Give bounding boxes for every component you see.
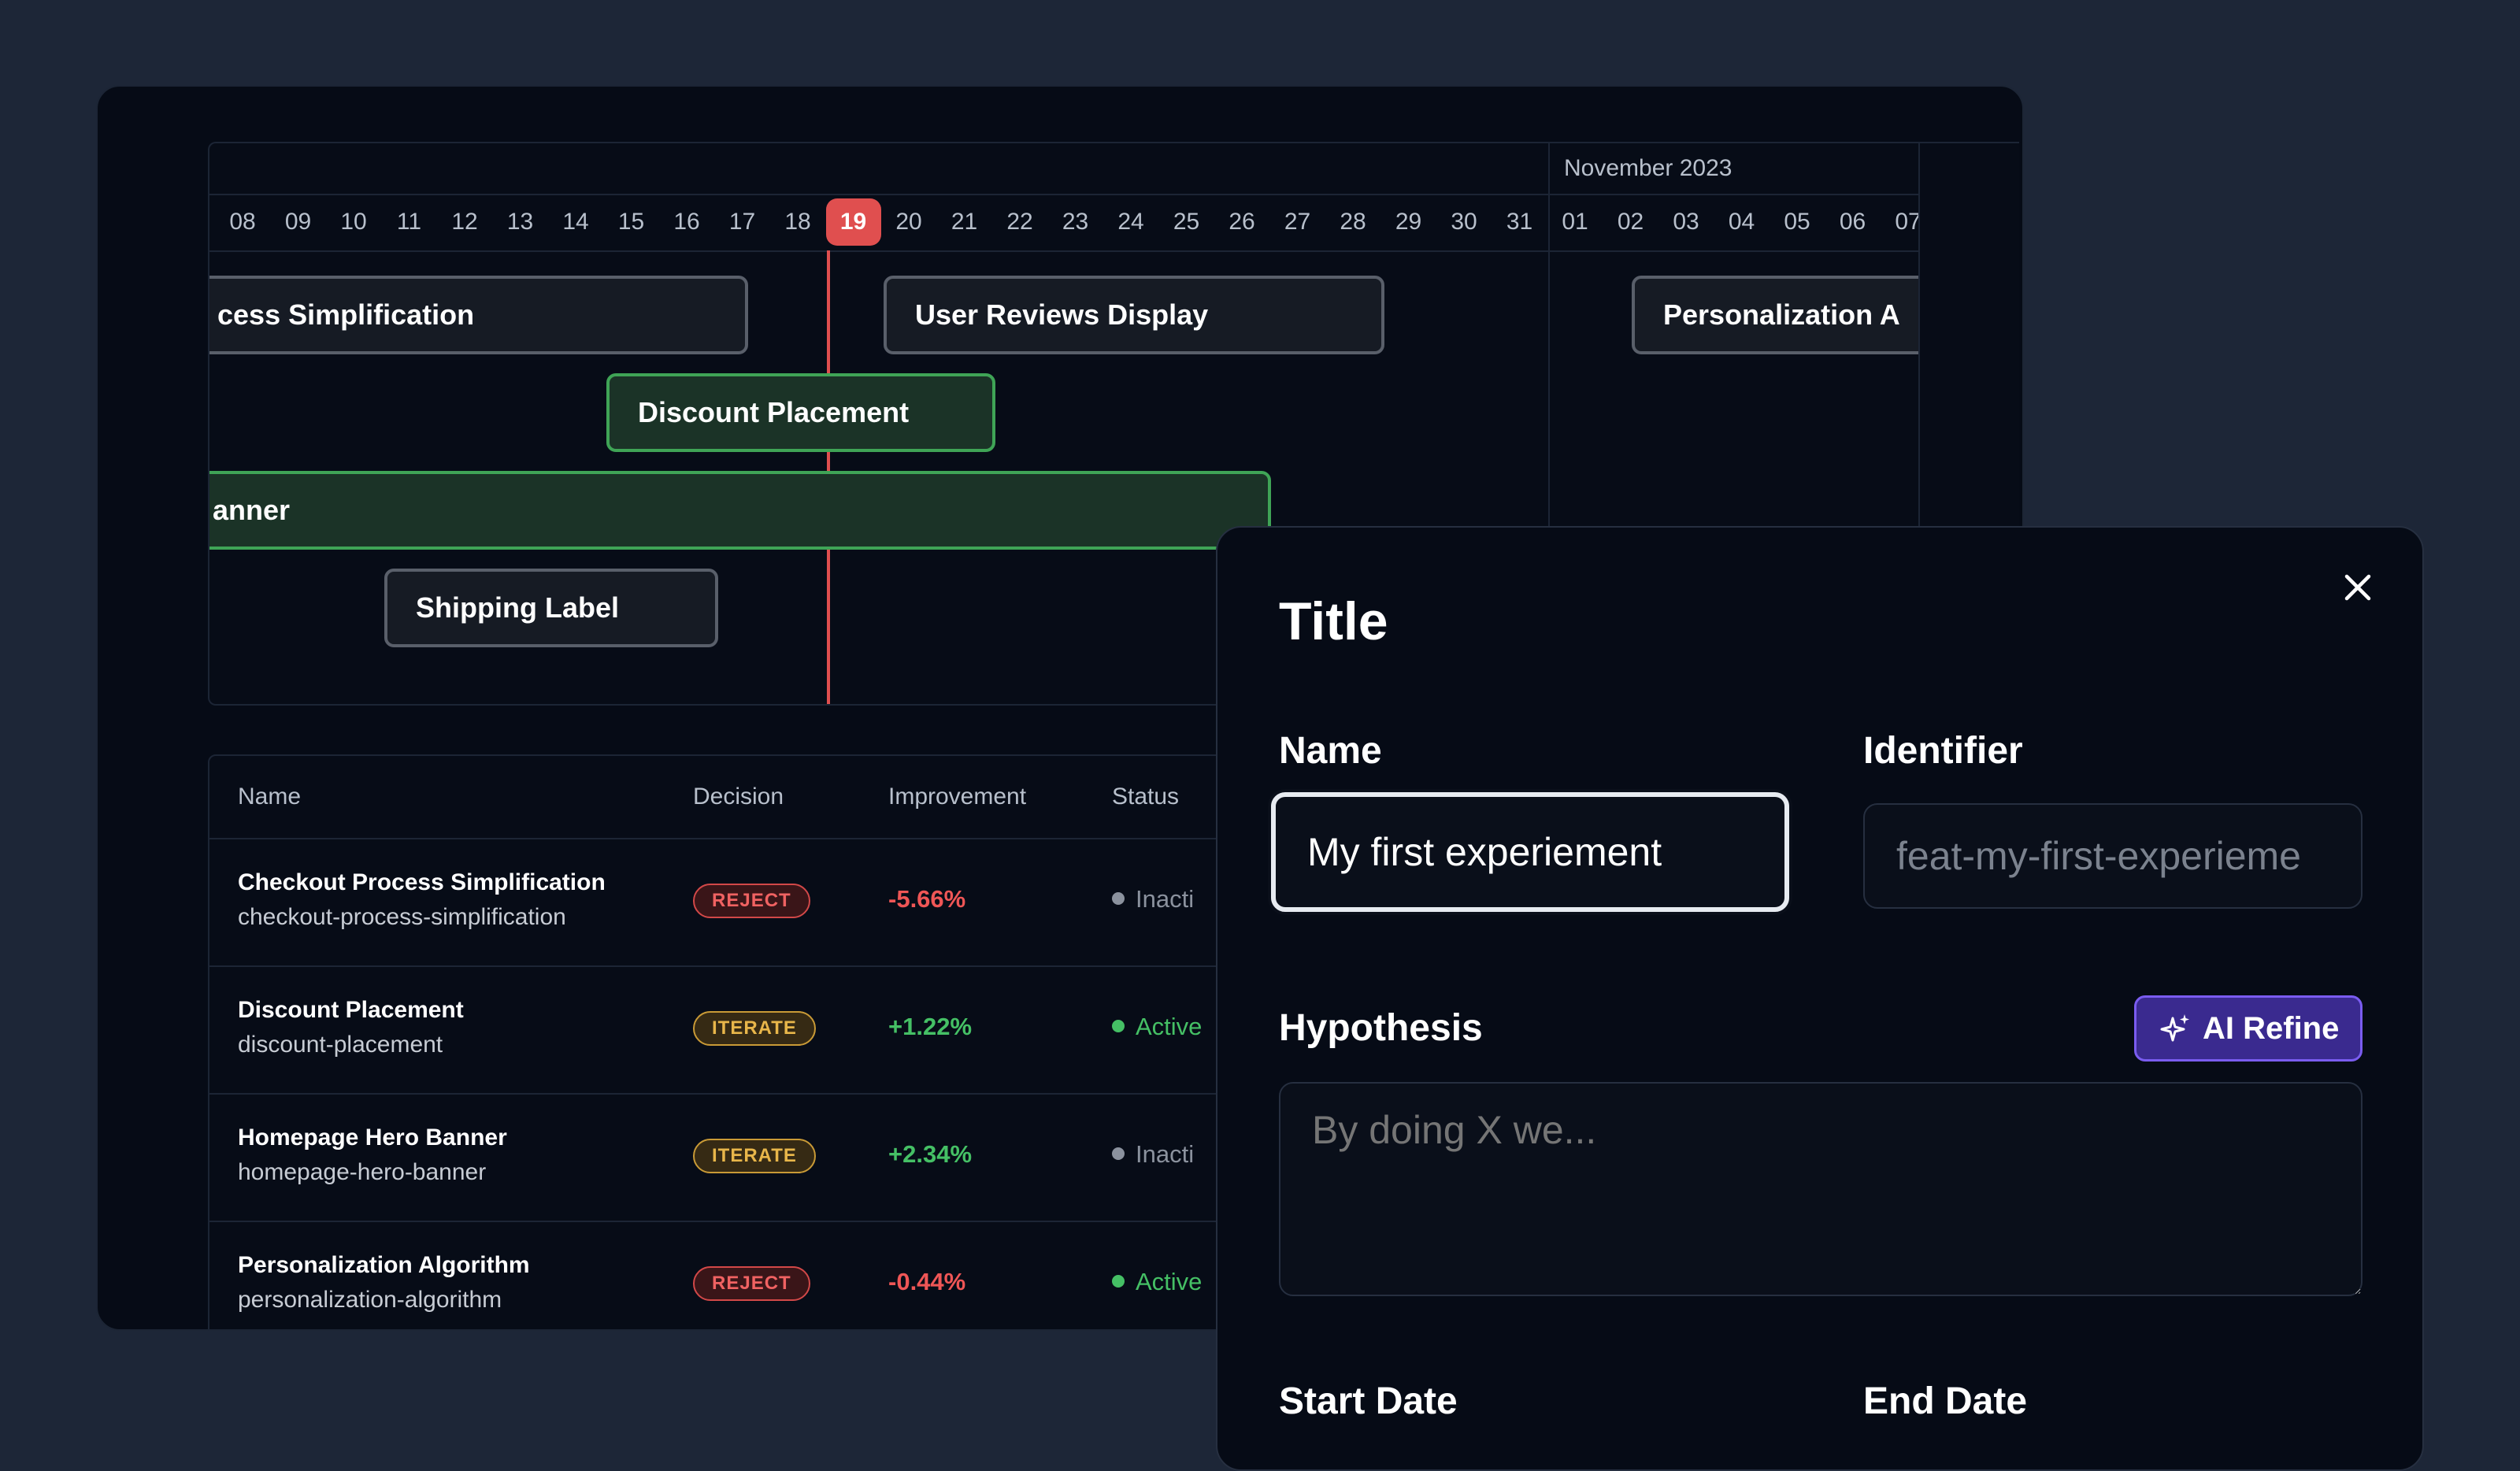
ai-refine-button[interactable]: AI Refine <box>2134 995 2362 1062</box>
decision-badge: ITERATE <box>693 1011 816 1046</box>
day-label: 10 <box>340 209 367 235</box>
day-label: 22 <box>1006 209 1033 235</box>
day-label: 18 <box>784 209 811 235</box>
experiment-name: Personalization Algorithm <box>238 1252 530 1278</box>
table-row[interactable]: Homepage Hero Banner homepage-hero-banne… <box>209 1095 1391 1222</box>
day-label: 07 <box>1895 209 1920 235</box>
day-label: 31 <box>1506 209 1533 235</box>
day-label: 15 <box>617 209 645 235</box>
day-label: 09 <box>284 209 312 235</box>
identifier-label: Identifier <box>1863 730 2023 772</box>
timeline-bar-discount-placement[interactable]: Discount Placement <box>606 373 995 452</box>
day-label: 16 <box>673 209 700 235</box>
timeline-viewport: November 2023 08 09 10 11 12 13 14 15 16 17 18 19 20… <box>209 143 1920 704</box>
experiment-name: Discount Placement <box>238 997 464 1023</box>
day-label: 26 <box>1228 209 1255 235</box>
status-indicator: Inacti <box>1112 885 1194 913</box>
status-dot-icon <box>1112 891 1125 905</box>
sparkles-icon <box>2160 1014 2189 1042</box>
day-label: 03 <box>1673 209 1699 235</box>
day-label: 21 <box>951 209 978 235</box>
status-text: Inacti <box>1136 885 1195 913</box>
start-date-label: Start Date <box>1279 1380 1458 1422</box>
day-label: 25 <box>1173 209 1200 235</box>
timeline-bar-homepage-hero-banner[interactable]: anner <box>209 471 1271 550</box>
timeline-bar-user-reviews-display[interactable]: User Reviews Display <box>884 276 1384 354</box>
experiments-panel: November 2023 08 09 10 11 12 13 14 15 16 17 18 19 20… <box>96 85 2024 1331</box>
identifier-input[interactable] <box>1863 803 2362 909</box>
day-label: 27 <box>1284 209 1311 235</box>
end-date-label: End Date <box>1863 1380 2028 1422</box>
name-input[interactable] <box>1271 792 1789 912</box>
improvement-value: -0.44% <box>888 1268 966 1295</box>
improvement-value: +1.22% <box>888 1013 973 1040</box>
table-row[interactable]: Discount Placement discount-placement IT… <box>209 967 1391 1095</box>
decision-badge: REJECT <box>693 884 810 918</box>
days-header: 08 09 10 11 12 13 14 15 16 17 18 19 20 21 22 23 24 25 26 27… <box>209 194 1920 252</box>
day-label: 17 <box>728 209 756 235</box>
close-icon[interactable] <box>2339 569 2377 606</box>
timeline-bar-shipping-label[interactable]: Shipping Label <box>384 569 718 647</box>
day-label: 05 <box>1784 209 1810 235</box>
dialog-title: Title <box>1279 591 1388 651</box>
column-header-status[interactable]: Status <box>1112 784 1180 810</box>
day-label: 20 <box>895 209 922 235</box>
decision-badge: ITERATE <box>693 1139 816 1173</box>
hypothesis-textarea[interactable] <box>1279 1082 2362 1296</box>
improvement-value: +2.34% <box>888 1140 973 1168</box>
name-label: Name <box>1279 730 1382 772</box>
experiment-slug: homepage-hero-banner <box>238 1159 487 1185</box>
status-dot-icon <box>1112 1019 1125 1032</box>
experiments-table: Name Decision Improvement Status Checkou… <box>208 754 1392 1329</box>
experiment-slug: discount-placement <box>238 1032 443 1058</box>
day-label: 04 <box>1728 209 1755 235</box>
header-divider <box>209 838 1391 839</box>
gantt-timeline: November 2023 08 09 10 11 12 13 14 15 16 17 18 19 20… <box>208 142 2019 706</box>
status-dot-icon <box>1112 1147 1125 1160</box>
timeline-bar-personalization-algorithm[interactable]: Personalization A <box>1632 276 1920 354</box>
table-row[interactable]: Personalization Algorithm personalizatio… <box>209 1222 1391 1329</box>
status-text: Active <box>1136 1268 1203 1295</box>
day-label: 23 <box>1062 209 1089 235</box>
day-label: 24 <box>1117 209 1144 235</box>
day-label: 28 <box>1340 209 1366 235</box>
status-indicator: Inacti <box>1112 1140 1194 1169</box>
hypothesis-label: Hypothesis <box>1279 1007 1483 1049</box>
status-indicator: Active <box>1112 1268 1202 1296</box>
experiment-slug: personalization-algorithm <box>238 1287 502 1313</box>
status-text: Active <box>1136 1013 1203 1040</box>
status-indicator: Active <box>1112 1013 1202 1041</box>
improvement-value: -5.66% <box>888 885 966 913</box>
column-header-improvement[interactable]: Improvement <box>888 784 1027 810</box>
experiment-slug: checkout-process-simplification <box>238 904 566 930</box>
decision-badge: REJECT <box>693 1266 810 1301</box>
day-label: 29 <box>1395 209 1422 235</box>
day-label: 14 <box>562 209 589 235</box>
experiment-name: Homepage Hero Banner <box>238 1125 507 1150</box>
day-label: 02 <box>1617 209 1644 235</box>
month-divider <box>1548 143 1550 704</box>
column-header-decision[interactable]: Decision <box>693 784 784 810</box>
timeline-bar-checkout-process-simplification[interactable]: cess Simplification <box>209 276 748 354</box>
column-header-name[interactable]: Name <box>238 784 302 810</box>
month-header: November 2023 <box>209 143 1920 195</box>
create-experiment-dialog: Title Name Identifier Hypothesis AI Refi… <box>1216 526 2424 1471</box>
day-label: 12 <box>451 209 478 235</box>
day-label: 11 <box>396 209 422 235</box>
timeline-border <box>1918 143 1920 704</box>
status-text: Inacti <box>1136 1140 1195 1168</box>
day-label: 08 <box>229 209 256 235</box>
day-label: 01 <box>1562 209 1588 235</box>
status-dot-icon <box>1112 1274 1125 1288</box>
day-label: 06 <box>1839 209 1866 235</box>
experiment-name: Checkout Process Simplification <box>238 869 606 895</box>
table-row[interactable]: Checkout Process Simplification checkout… <box>209 839 1391 967</box>
day-label: 30 <box>1451 209 1477 235</box>
day-label: 13 <box>506 209 534 235</box>
month-label: November 2023 <box>1564 155 1732 181</box>
ai-refine-label: AI Refine <box>2203 1011 2340 1046</box>
today-day-label: 19 <box>825 198 881 246</box>
